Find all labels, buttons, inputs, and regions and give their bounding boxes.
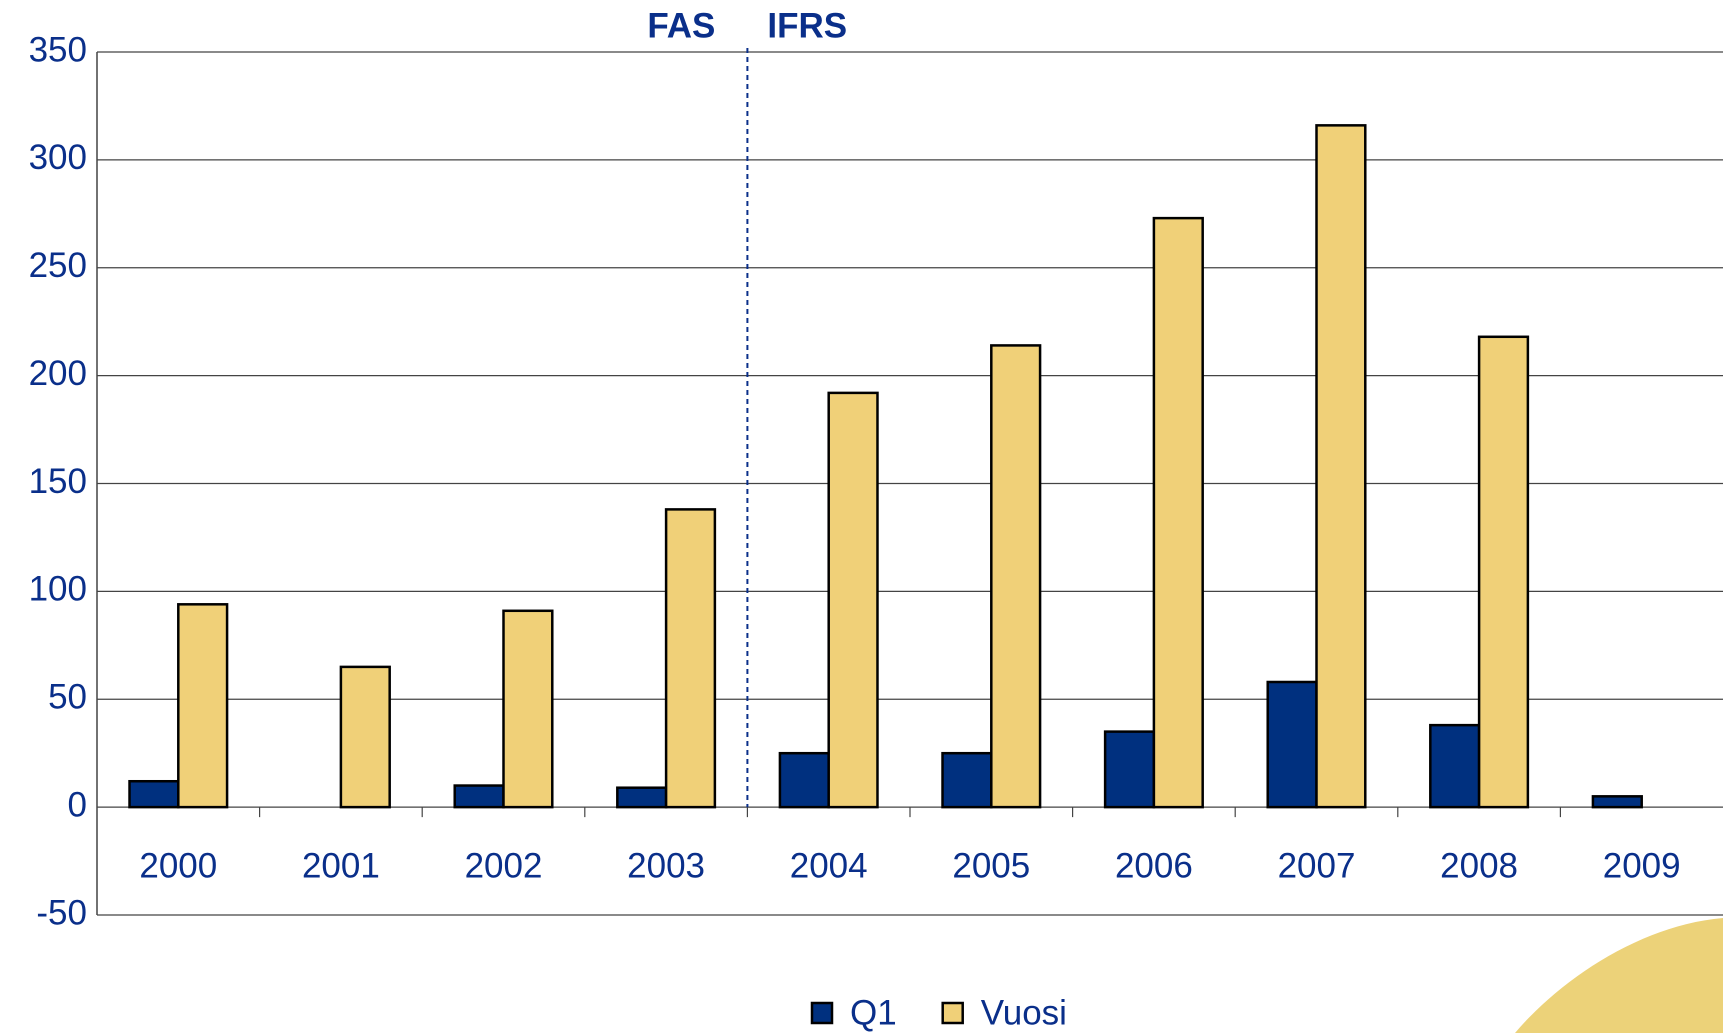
bar: [941, 751, 993, 809]
x-tick-label: 2001: [302, 846, 380, 885]
x-tick-label: 2000: [139, 846, 217, 885]
bar: [827, 391, 879, 809]
y-tick-label: 350: [29, 30, 87, 69]
legend-label: Vuosi: [981, 993, 1067, 1032]
bar: [1152, 216, 1204, 809]
bar: [664, 508, 717, 809]
legend-swatch: [941, 1001, 964, 1025]
annotation: FAS: [647, 6, 715, 45]
x-tick-label: 2008: [1440, 846, 1518, 885]
y-tick-label: 150: [29, 462, 87, 501]
x-tick-label: 2006: [1115, 846, 1193, 885]
y-tick-label: 300: [29, 138, 87, 177]
y-tick-label: 250: [29, 246, 87, 285]
y-tick-label: -50: [36, 893, 87, 932]
bar: [1477, 335, 1530, 809]
y-tick-label: 200: [29, 354, 87, 393]
decoration: [1515, 918, 1723, 1033]
x-tick-label: 2003: [627, 846, 705, 885]
x-tick-label: 2005: [952, 846, 1030, 885]
legend-swatch: [810, 1001, 834, 1025]
bar: [778, 751, 830, 809]
y-tick-label: 100: [29, 570, 87, 609]
bar: [990, 344, 1042, 809]
bar: [1103, 730, 1156, 809]
x-tick-label: 2007: [1278, 846, 1356, 885]
bar: [453, 784, 505, 809]
x-tick-label: 2009: [1603, 846, 1681, 885]
x-tick-label: 2002: [465, 846, 543, 885]
bar: [1429, 723, 1481, 809]
x-tick-label: 2004: [790, 846, 868, 885]
bar: [1315, 124, 1367, 809]
legend-label: Q1: [850, 993, 897, 1032]
bar: [502, 609, 554, 809]
annotation: IFRS: [767, 6, 847, 45]
bar: [177, 603, 229, 809]
y-tick-label: 50: [48, 678, 87, 717]
bar: [339, 665, 391, 809]
bar: [1266, 680, 1318, 809]
bar: [616, 786, 668, 809]
bar: [1591, 795, 1643, 809]
y-tick-label: 0: [68, 785, 87, 824]
bar: [128, 779, 180, 809]
